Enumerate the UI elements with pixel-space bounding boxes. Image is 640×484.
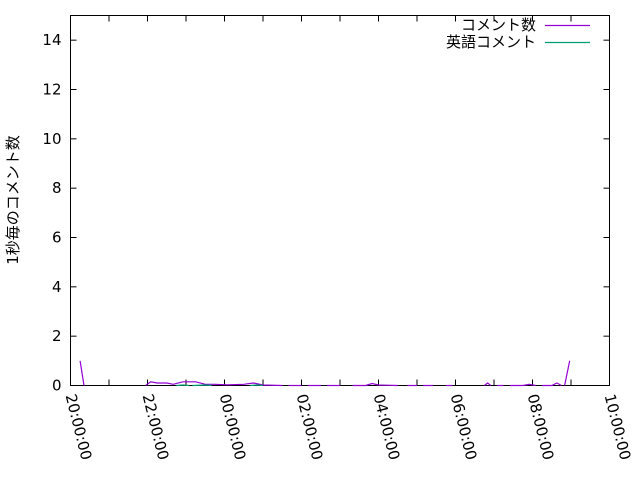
y-tick-label: 4 xyxy=(52,278,62,296)
legend-label-english: 英語コメント xyxy=(446,33,536,51)
y-tick-label: 14 xyxy=(42,31,61,49)
series-line-0 xyxy=(564,360,571,386)
y-tick-label: 12 xyxy=(42,81,61,99)
x-tick-label: 06:00:00 xyxy=(447,392,481,462)
series-line-0 xyxy=(352,382,398,387)
x-tick-label: 20:00:00 xyxy=(62,392,96,462)
legend-label-comments: コメント数 xyxy=(461,16,536,34)
series-line-0 xyxy=(484,382,492,386)
y-axis-label: 1秒毎のコメント数 xyxy=(4,135,22,265)
y-tick-label: 8 xyxy=(52,179,62,197)
series-line-1 xyxy=(250,384,264,387)
plot-border xyxy=(70,15,610,386)
x-tick-label: 04:00:00 xyxy=(370,392,404,462)
series-line-0 xyxy=(542,382,562,387)
x-tick-label: 22:00:00 xyxy=(139,392,173,462)
series-line-0 xyxy=(510,383,536,387)
y-tick-label: 0 xyxy=(52,377,62,395)
series-line-0 xyxy=(79,360,85,386)
series-lines xyxy=(79,360,571,387)
x-tick-label: 08:00:00 xyxy=(524,392,558,462)
series-line-1 xyxy=(176,384,190,387)
y-tick-label: 6 xyxy=(52,229,62,247)
series-line-1 xyxy=(192,384,212,387)
y-tick-label: 2 xyxy=(52,327,62,345)
x-tick-label: 02:00:00 xyxy=(293,392,327,462)
x-tick-label: 10:00:00 xyxy=(601,392,635,462)
legend: コメント数 英語コメント xyxy=(446,16,590,51)
series-line-0 xyxy=(145,381,283,387)
axis-ticks: 0 2 4 6 8 10 12 14 20:00:00 22:00:00 00:00:00 02:00… xyxy=(42,15,635,462)
y-tick-label: 10 xyxy=(42,130,61,148)
x-tick-label: 00:00:00 xyxy=(216,392,250,462)
